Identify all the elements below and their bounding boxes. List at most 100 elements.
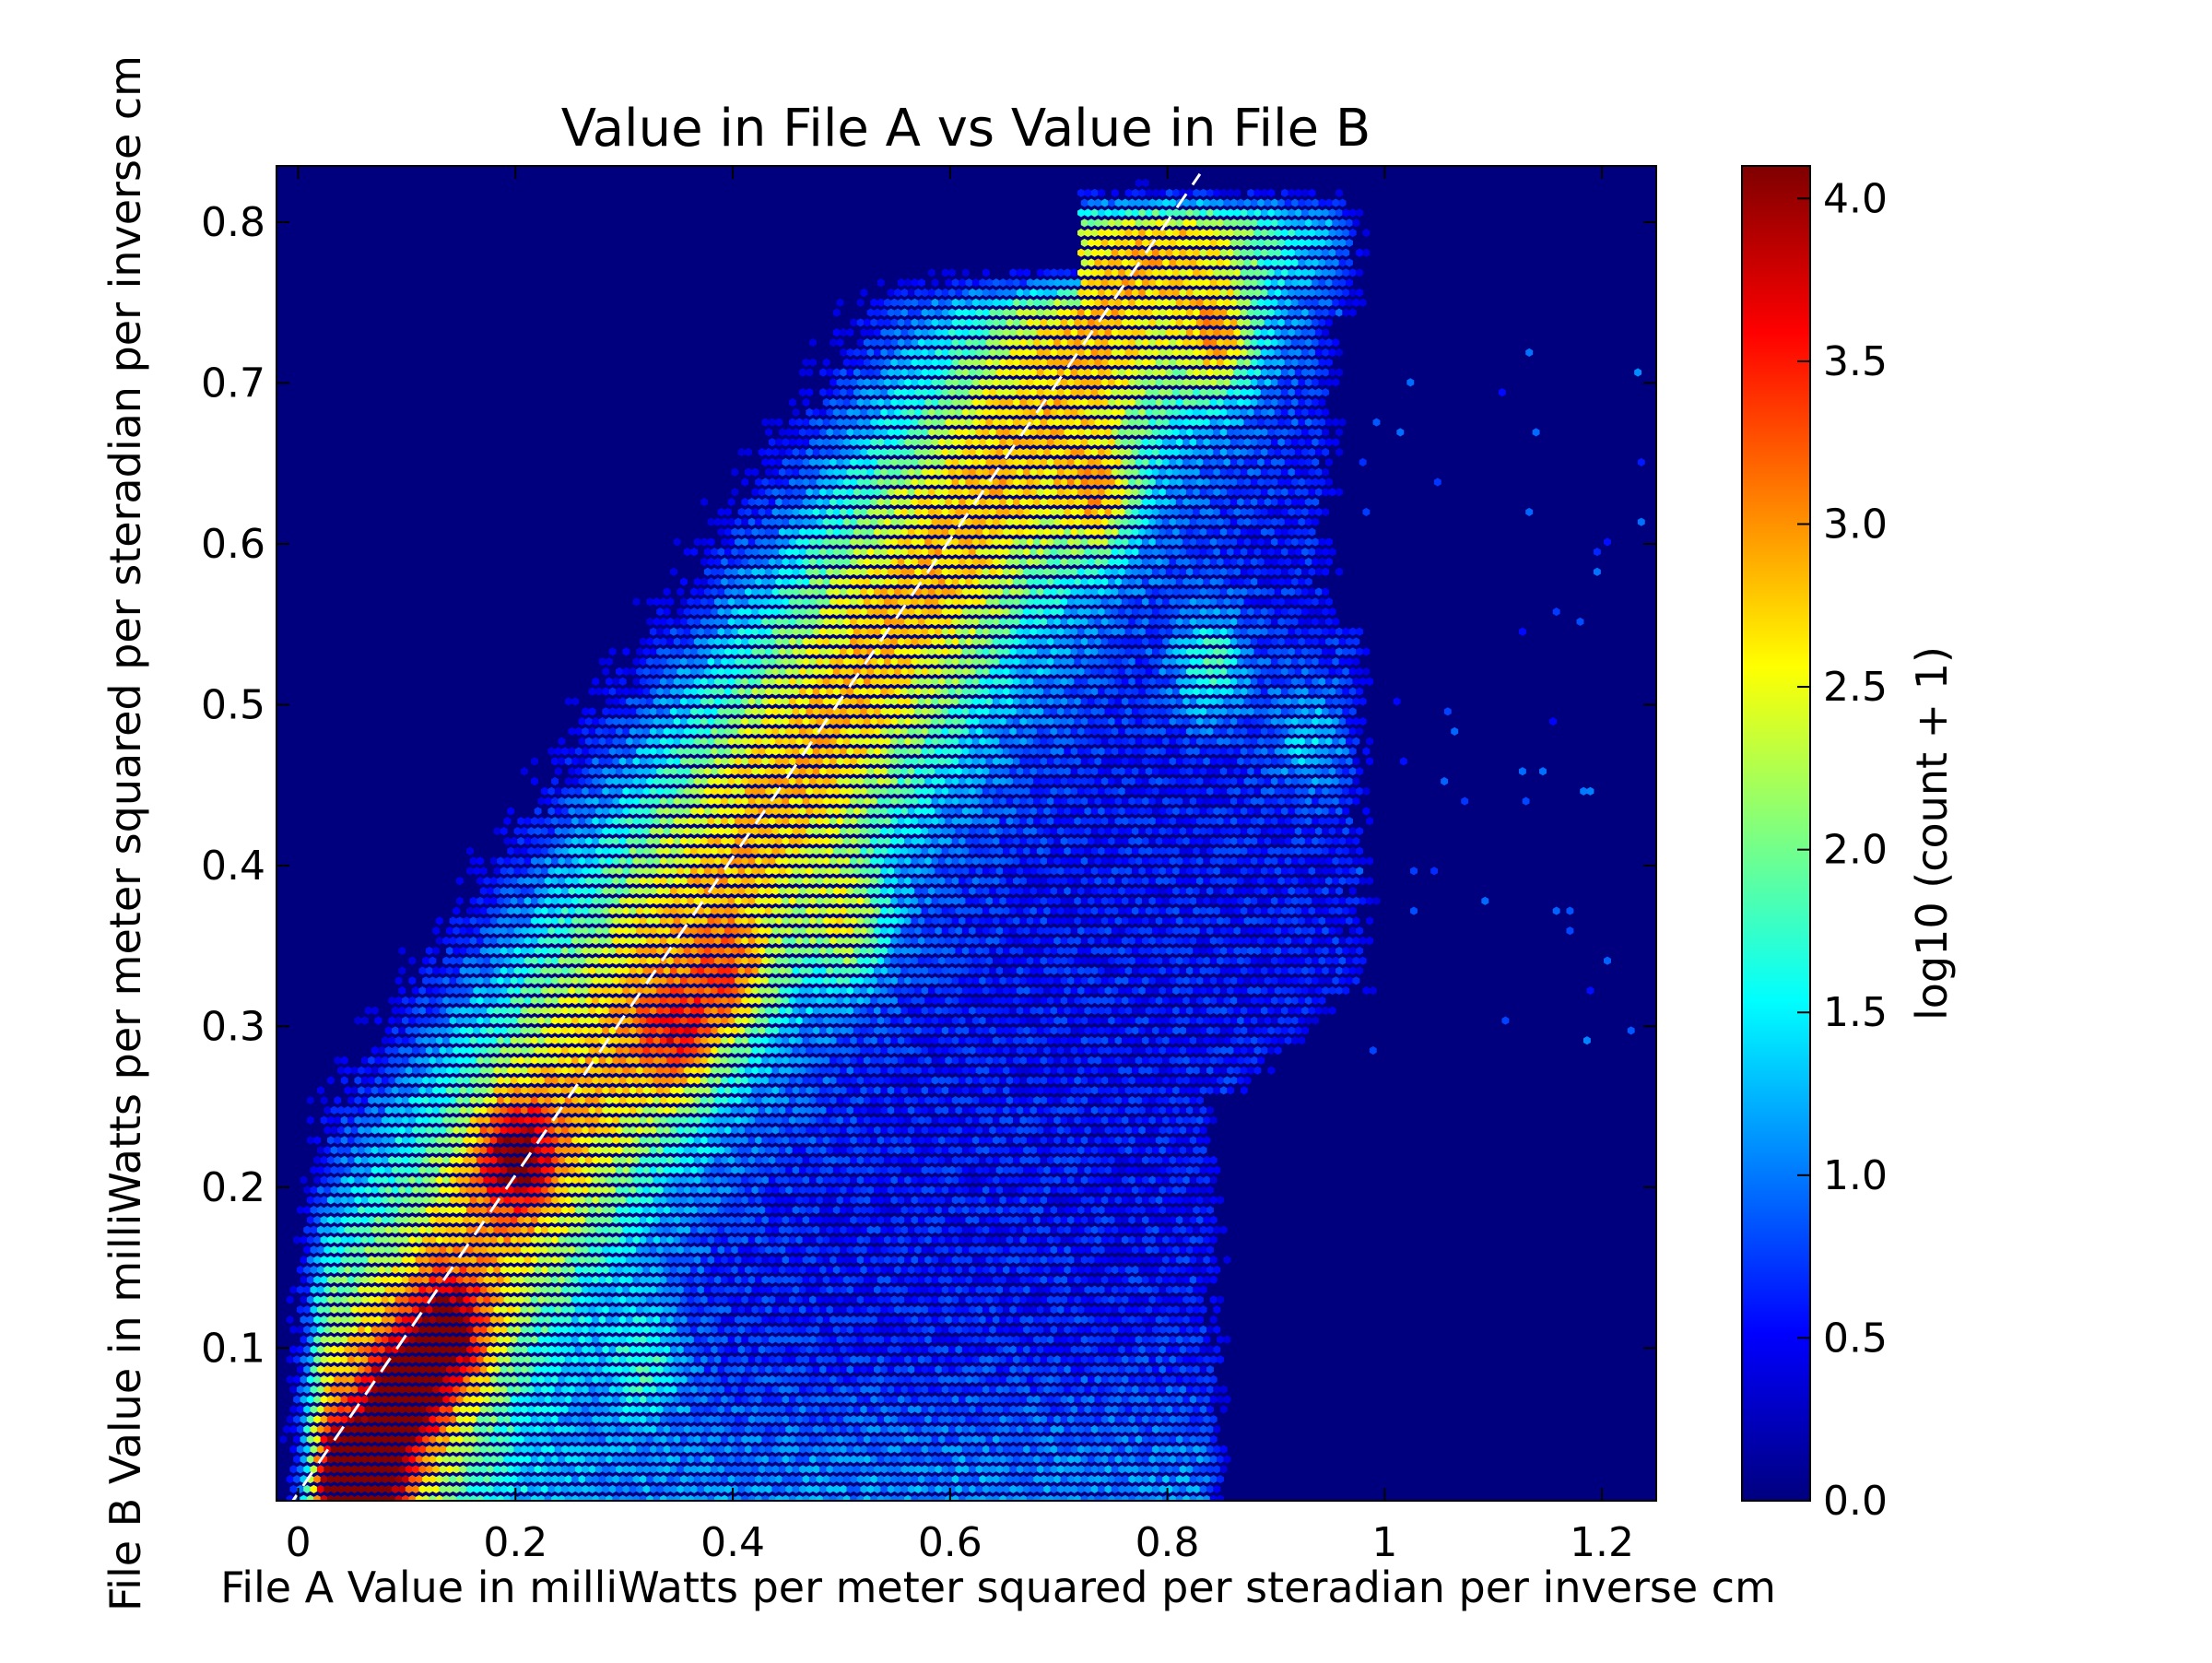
hexbin-cell <box>300 1494 308 1501</box>
hexbin-cell <box>405 1465 413 1474</box>
hexbin-cell <box>816 1475 824 1484</box>
hexbin-cell <box>1165 1465 1173 1474</box>
hexbin-cell <box>1209 1475 1218 1484</box>
hexbin-cell <box>483 1475 491 1484</box>
hexbin-cell <box>612 1475 620 1484</box>
hexbin-cell <box>799 1465 806 1474</box>
hexbin-cell <box>449 1494 457 1501</box>
hexbin-cell <box>584 1494 593 1501</box>
hexbin-cell <box>439 1465 447 1474</box>
hexbin-cell <box>945 1475 953 1484</box>
hexbin-cell <box>1118 1484 1126 1493</box>
hexbin-cell <box>673 1475 681 1484</box>
hexbin-cell <box>1088 1475 1096 1484</box>
hexbin-cell <box>765 1465 773 1474</box>
hexbin-cell <box>680 1475 688 1484</box>
hexbin-cell <box>904 1475 912 1484</box>
hexbin-cell <box>1185 1465 1194 1474</box>
hexbin-cell <box>999 1494 1007 1501</box>
hexbin-cell <box>571 1475 580 1484</box>
hexbin-cell <box>1098 1465 1106 1474</box>
hexbin-cell <box>517 1494 525 1501</box>
hexbin-cell <box>850 1494 858 1501</box>
hexbin-cell <box>313 1475 322 1484</box>
hexbin-cell <box>378 1465 386 1474</box>
hexbin-cell <box>1219 1465 1228 1474</box>
hexbin-cell <box>398 1465 406 1474</box>
hexbin-cell <box>598 1494 606 1501</box>
hexbin-cell <box>677 1465 685 1474</box>
hexbin-cell <box>1145 1465 1153 1474</box>
hexbin-cell <box>955 1484 963 1493</box>
hexbin-cell <box>534 1484 542 1493</box>
hexbin-cell <box>286 1494 294 1501</box>
hexbin-cell <box>340 1475 348 1484</box>
hexbin-cell <box>326 1494 335 1501</box>
hexbin-cell <box>999 1475 1007 1484</box>
hexbin-cell <box>459 1465 467 1474</box>
hexbin-cell <box>747 1475 756 1484</box>
hexbin-cell <box>527 1484 535 1493</box>
hexbin-cell <box>687 1475 695 1484</box>
hexbin-cell <box>697 1465 705 1474</box>
hexbin-cell <box>418 1465 427 1474</box>
hexbin-cell <box>442 1455 451 1464</box>
hexbin-cell <box>453 1484 461 1493</box>
hexbin-cell <box>690 1484 699 1493</box>
hexbin-cell <box>602 1465 610 1474</box>
hexbin-cell <box>347 1475 355 1484</box>
hexbin-cell <box>735 1494 742 1501</box>
hexbin-cell <box>1084 1465 1092 1474</box>
hexbin-cell <box>711 1484 719 1493</box>
hexbin-cell <box>296 1465 304 1474</box>
hexbin-cell <box>1077 1465 1085 1474</box>
hexbin-cell <box>830 1475 838 1484</box>
hexbin-cell <box>368 1494 376 1501</box>
hexbin-cell <box>969 1484 977 1493</box>
hexbin-cell <box>751 1465 759 1474</box>
hexbin-cell <box>435 1494 443 1501</box>
hexbin-cell <box>1056 1465 1065 1474</box>
hexbin-cell <box>493 1465 501 1474</box>
hexbin-cell <box>819 1465 828 1474</box>
hexbin-cell <box>884 1494 891 1501</box>
hexbin-cell <box>584 1475 593 1484</box>
hexbin-cell <box>1100 1494 1109 1501</box>
hexbin-cell <box>860 1465 868 1474</box>
hexbin-cell <box>785 1484 794 1493</box>
hexbin-cell <box>371 1484 379 1493</box>
hexbin-cell <box>670 1484 677 1493</box>
hexbin-cell <box>1094 1494 1102 1501</box>
hexbin-cell <box>832 1465 841 1474</box>
hexbin-cell <box>520 1484 528 1493</box>
hexbin-cell <box>941 1484 949 1493</box>
hexbin-cell <box>618 1494 627 1501</box>
hexbin-cell <box>911 1494 919 1501</box>
hexbin-cell <box>300 1455 308 1464</box>
hexbin-cell <box>415 1455 423 1464</box>
hexbin-cell <box>544 1475 552 1484</box>
hexbin-cell <box>1172 1465 1181 1474</box>
hexbin-cell <box>606 1475 613 1484</box>
hexbin-cell <box>870 1494 878 1501</box>
hexbin-cell <box>653 1494 661 1501</box>
hexbin-cell <box>374 1455 382 1464</box>
hexbin-cell <box>541 1484 548 1493</box>
hexbin-cell <box>1043 1484 1052 1493</box>
hexbin-cell <box>1152 1465 1159 1474</box>
hexbin-cell <box>735 1475 742 1484</box>
hexbin-cell <box>1189 1494 1197 1501</box>
hexbin-cell <box>347 1494 355 1501</box>
hexbin-cell <box>1006 1475 1014 1484</box>
hexbin-cell <box>1026 1494 1034 1501</box>
hexbin-cell <box>1175 1494 1183 1501</box>
hexbin-cell <box>1182 1494 1191 1501</box>
hexbin-cell <box>1013 1475 1020 1484</box>
hexbin-cell <box>921 1465 929 1474</box>
hexbin-cell <box>483 1494 491 1501</box>
hexbin-cell <box>1124 1465 1133 1474</box>
hexbin-cell <box>531 1475 538 1484</box>
hexbin-cell <box>1114 1475 1123 1484</box>
hexbin-cell <box>755 1494 763 1501</box>
